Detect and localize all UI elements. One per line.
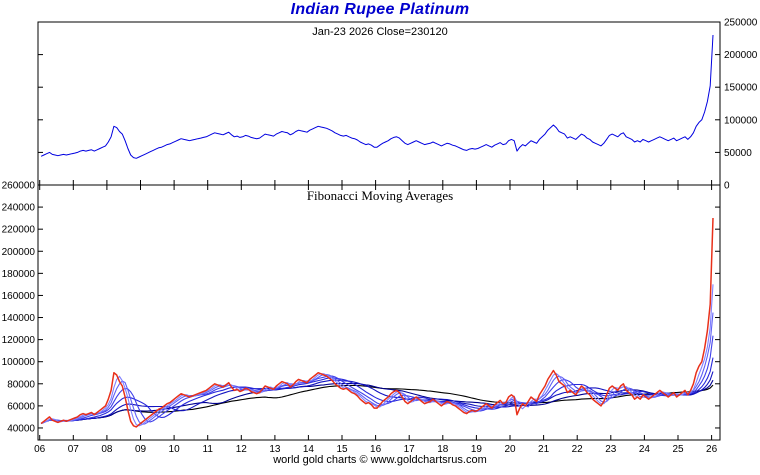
x-tick-label: 13 xyxy=(269,444,281,455)
price-line-main xyxy=(40,217,714,428)
x-tick-label: 06 xyxy=(34,444,46,455)
x-tick-label: 15 xyxy=(336,444,348,455)
panel-borders xyxy=(37,21,721,441)
x-tick-label: 19 xyxy=(471,444,483,455)
x-tick-label: 16 xyxy=(370,444,382,455)
x-tick-label: 20 xyxy=(504,444,516,455)
y-tick-label-left: 260000 xyxy=(2,181,36,192)
x-tick-label: 07 xyxy=(68,444,80,455)
y-axis-left: 40000 60000 80000 100000 120000 140000 160000 1… xyxy=(2,181,720,435)
x-axis: 06 07 08 09 10 11 12 13 14 15 16 17 18 19 20 21 22 23 24 25… xyxy=(34,180,718,455)
y-tick-label-right: 50000 xyxy=(724,148,752,159)
ma-line-w13 xyxy=(40,357,714,425)
x-tick-label: 25 xyxy=(672,444,684,455)
y-tick-label-left: 140000 xyxy=(2,313,36,324)
x-tick-label: 11 xyxy=(203,444,214,455)
x-tick-label: 08 xyxy=(101,444,113,455)
x-tick-label: 26 xyxy=(706,444,718,455)
ma-line-w3 xyxy=(40,284,714,427)
y-tick-label-right: 200000 xyxy=(724,50,758,61)
x-tick-label: 24 xyxy=(639,444,651,455)
x-tick-label: 12 xyxy=(236,444,248,455)
x-tick-label: 14 xyxy=(303,444,315,455)
x-tick-label: 22 xyxy=(572,444,584,455)
ma-line-w34 xyxy=(40,379,714,425)
y-tick-label-left: 160000 xyxy=(2,291,36,302)
y-tick-label-left: 200000 xyxy=(2,247,36,258)
fibonacci-ma-lines xyxy=(40,284,714,427)
y-tick-label-left: 100000 xyxy=(2,357,36,368)
y-tick-label-right: 250000 xyxy=(724,18,758,29)
x-tick-label: 18 xyxy=(437,444,449,455)
y-tick-label-left: 180000 xyxy=(2,269,36,280)
ma-line-w8 xyxy=(40,335,714,425)
y-tick-label-right: 150000 xyxy=(724,83,758,94)
x-tick-label: 21 xyxy=(538,444,550,455)
y-tick-label-left: 120000 xyxy=(2,335,36,346)
y-tick-label-left: 60000 xyxy=(7,401,35,412)
y-tick-label-left: 40000 xyxy=(7,424,35,435)
y-tick-label-left: 80000 xyxy=(7,379,35,390)
y-tick-label-right: 0 xyxy=(724,181,730,192)
y-tick-label-right: 100000 xyxy=(724,115,758,126)
x-tick-label: 09 xyxy=(135,444,147,455)
y-axis-right: 0 50000 100000 150000 200000 250000 xyxy=(38,18,758,192)
x-tick-label: 10 xyxy=(169,444,181,455)
y-tick-label-left: 240000 xyxy=(2,203,36,214)
x-tick-label: 23 xyxy=(605,444,617,455)
ma-line-w5 xyxy=(40,312,714,425)
ma-line-w21 xyxy=(40,371,714,425)
price-line-overview xyxy=(40,34,714,159)
y-tick-label-left: 220000 xyxy=(2,225,36,236)
x-tick-label: 17 xyxy=(404,444,416,455)
